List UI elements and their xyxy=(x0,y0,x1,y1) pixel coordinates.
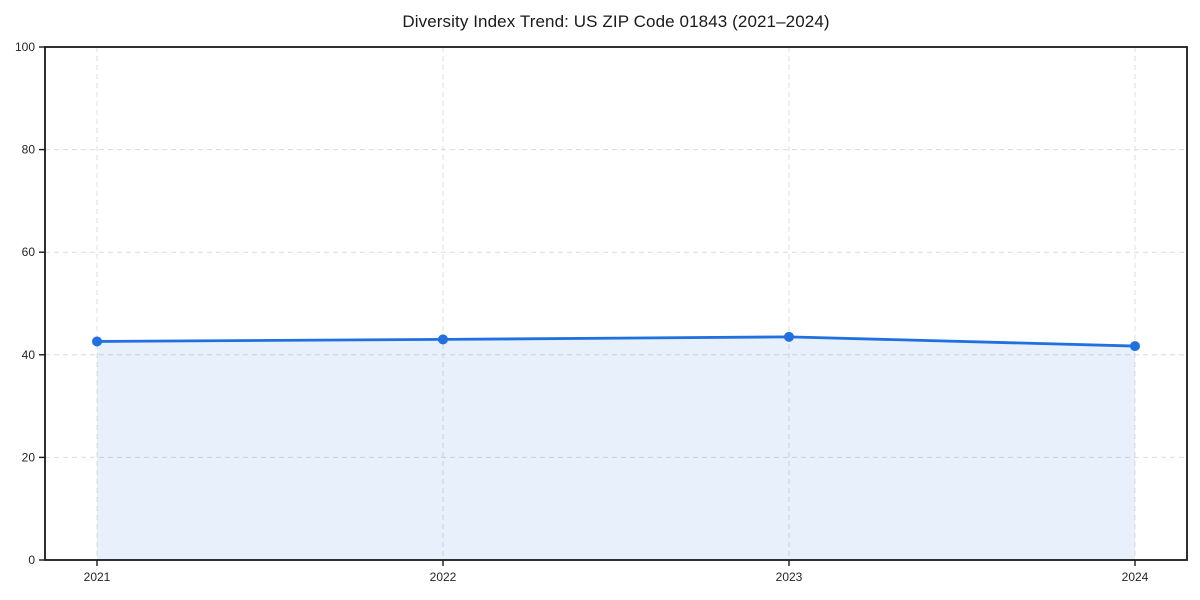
y-tick-label: 0 xyxy=(28,553,35,567)
y-tick-label: 100 xyxy=(15,40,35,54)
plot-border xyxy=(44,46,1188,561)
x-tick-label: 2023 xyxy=(776,570,803,584)
area-fill xyxy=(97,336,1135,560)
x-tick-label: 2021 xyxy=(84,570,111,584)
y-tick-label: 20 xyxy=(22,450,36,464)
data-point-2024 xyxy=(1130,341,1140,352)
y-tick-label: 80 xyxy=(22,143,36,157)
x-tick-label: 2024 xyxy=(1122,570,1149,584)
data-point-2021 xyxy=(92,336,102,347)
data-point-2022 xyxy=(438,334,448,345)
y-tick-label: 60 xyxy=(22,245,36,259)
y-tick-label: 40 xyxy=(22,348,36,362)
x-tick-label: 2022 xyxy=(430,570,457,584)
series-line xyxy=(95,335,1137,348)
data-point-2023 xyxy=(784,331,794,342)
chart-title: Diversity Index Trend: US ZIP Code 01843… xyxy=(402,12,830,31)
